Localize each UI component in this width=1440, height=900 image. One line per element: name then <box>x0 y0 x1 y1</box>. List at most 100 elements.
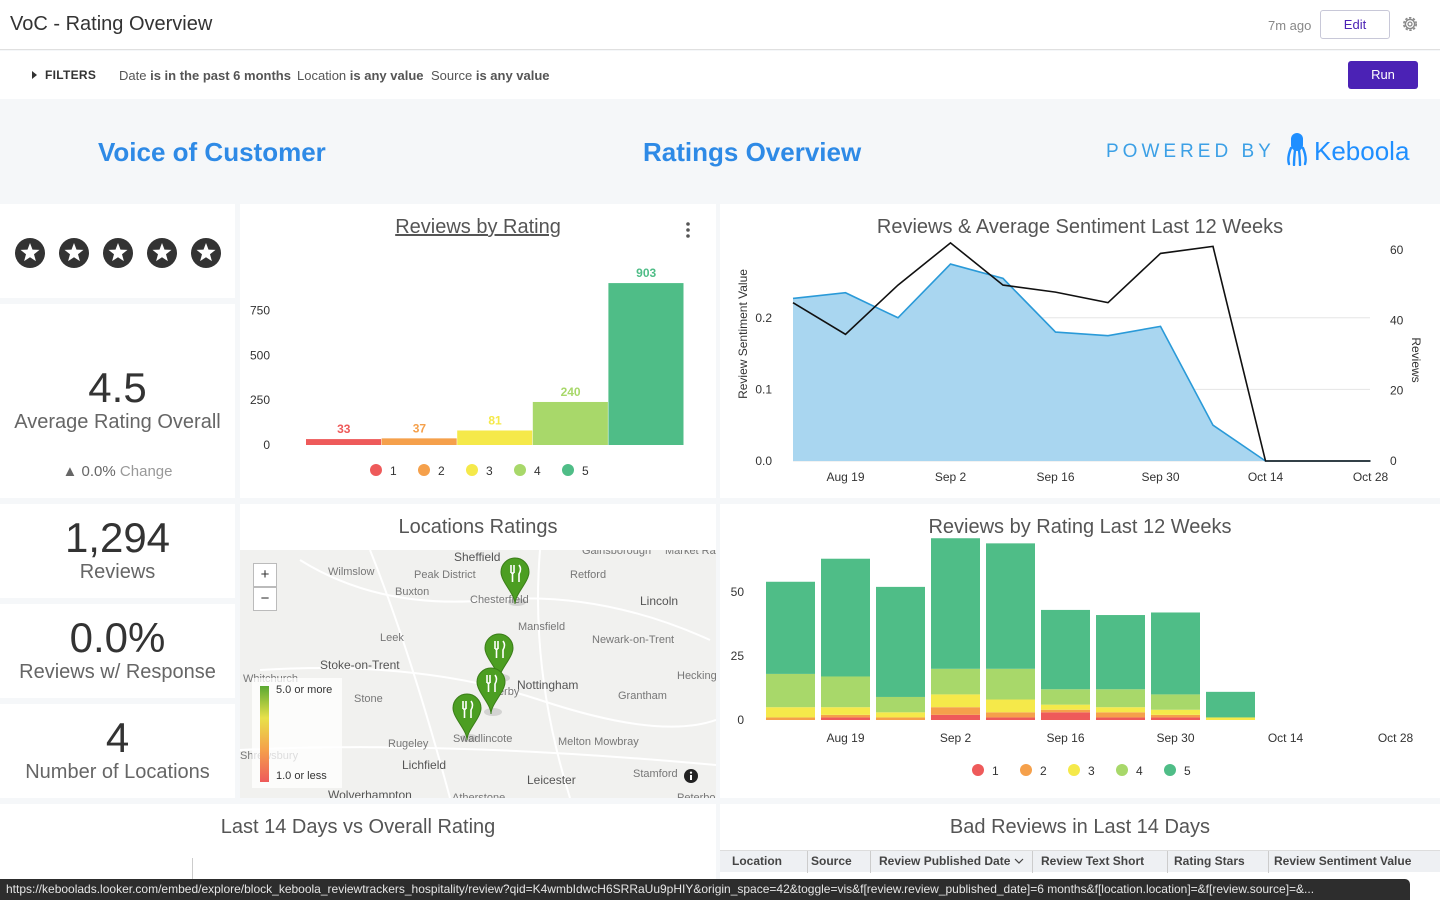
map-place-label: Grantham <box>618 690 667 702</box>
info-icon[interactable] <box>683 768 699 784</box>
col-review-text[interactable]: Review Text Short <box>1041 854 1145 868</box>
zoom-out-button[interactable]: − <box>253 587 277 611</box>
legend-dot[interactable] <box>1164 764 1176 776</box>
map-place-label: Buxton <box>395 586 430 598</box>
stacked-bar-segment[interactable] <box>821 707 870 715</box>
more-options-icon[interactable] <box>684 220 692 240</box>
run-button[interactable]: Run <box>1348 61 1418 89</box>
stacked-bar-segment[interactable] <box>1041 712 1090 720</box>
stacked-bar-segment[interactable] <box>1096 689 1145 708</box>
stacked-bar-segment[interactable] <box>931 694 980 708</box>
edit-button[interactable]: Edit <box>1320 10 1390 39</box>
y-right-label: Reviews <box>1409 337 1423 382</box>
legend-dot[interactable] <box>514 464 526 476</box>
legend-dot[interactable] <box>562 464 574 476</box>
stacked-bar-segment[interactable] <box>986 717 1035 720</box>
stacked-bar-segment[interactable] <box>1041 689 1090 705</box>
stacked-bar-segment[interactable] <box>931 538 980 669</box>
map-place-label: Newark-on-Trent <box>592 634 675 646</box>
legend-dot[interactable] <box>1020 764 1032 776</box>
stacked-bar-segment[interactable] <box>1206 717 1255 720</box>
gear-icon[interactable] <box>1400 14 1420 34</box>
map-legend: 5.0 or more 1.0 or less <box>252 678 342 788</box>
stacked-bar-segment[interactable] <box>1151 612 1200 695</box>
stacked-bar-segment[interactable] <box>986 699 1035 713</box>
x-tick-label: Sep 2 <box>935 470 967 484</box>
filter-location[interactable]: Location is any value <box>297 68 424 83</box>
x-tick-label: Aug 19 <box>826 470 864 484</box>
legend-dot[interactable] <box>972 764 984 776</box>
col-published-date[interactable]: Review Published Date <box>879 854 1024 872</box>
zoom-in-button[interactable]: + <box>253 563 277 587</box>
legend-dot[interactable] <box>370 464 382 476</box>
y-tick-label: 750 <box>250 304 270 318</box>
stacked-bar-segment[interactable] <box>821 676 870 708</box>
stacked-bar-segment[interactable] <box>1151 714 1200 718</box>
location-pin-icon[interactable] <box>500 557 530 606</box>
stacked-bar-segment[interactable] <box>931 668 980 695</box>
stacked-bar-segment[interactable] <box>931 714 980 720</box>
last14-title: Last 14 Days vs Overall Rating <box>220 816 496 838</box>
stacked-bar-segment[interactable] <box>766 673 815 708</box>
stacked-bar-segment[interactable] <box>1096 717 1145 720</box>
stacked-bar-segment[interactable] <box>821 714 870 718</box>
stacked-bar-segment[interactable] <box>1096 707 1145 713</box>
stacked-bar-segment[interactable] <box>1041 709 1090 713</box>
stacked-bar-segment[interactable] <box>876 712 925 718</box>
stacked-bar-segment[interactable] <box>1041 704 1090 710</box>
location-pin-icon[interactable] <box>476 667 506 716</box>
stacked-bar-segment[interactable] <box>876 586 925 697</box>
map-pins <box>452 557 530 742</box>
locations-count-label: Number of Locations <box>25 761 210 783</box>
stacked-bar-segment[interactable] <box>931 707 980 715</box>
stacked-bar-segment[interactable] <box>766 581 815 674</box>
stacked-bar-segment[interactable] <box>821 717 870 720</box>
stacked-bar-segment[interactable] <box>1041 609 1090 690</box>
reviews-line[interactable] <box>792 241 1371 462</box>
legend-dot[interactable] <box>1068 764 1080 776</box>
locations-map[interactable]: Sheffield Wilmslow Peak District Buxton Ches… <box>240 550 716 798</box>
rating-stars <box>15 238 221 268</box>
stacked-bar-segment[interactable] <box>1096 712 1145 718</box>
x-tick-label: Oct 28 <box>1353 470 1389 484</box>
stacked-bar-segment[interactable] <box>766 717 815 720</box>
map-place-label: Lincoln <box>640 594 679 608</box>
stacked-bar-segment[interactable] <box>821 558 870 677</box>
bar[interactable] <box>532 401 608 445</box>
legend-dot[interactable] <box>1116 764 1128 776</box>
col-location[interactable]: Location <box>732 854 782 868</box>
stacked-bar-segment[interactable] <box>766 707 815 718</box>
location-pin-icon[interactable] <box>452 693 482 742</box>
locations-count-value: 4 <box>105 714 130 761</box>
bar[interactable] <box>457 430 533 445</box>
stacked-bar-segment[interactable] <box>876 717 925 720</box>
response-value: 0.0% <box>69 614 166 661</box>
stacked-bar-segment[interactable] <box>1151 717 1200 720</box>
response-tile: 0.0% Reviews w/ Response <box>0 604 235 698</box>
sentiment-tile: Reviews & Average Sentiment Last 12 Week… <box>720 204 1440 498</box>
col-source[interactable]: Source <box>811 854 852 868</box>
filter-date[interactable]: Date is in the past 6 months <box>119 68 291 83</box>
filter-source[interactable]: Source is any value <box>431 68 550 83</box>
stacked-bar-segment[interactable] <box>986 712 1035 718</box>
stacked-bar-segment[interactable] <box>876 696 925 713</box>
data-label: 33 <box>337 422 351 436</box>
bar[interactable] <box>381 438 457 445</box>
col-sentiment[interactable]: Review Sentiment Value <box>1274 854 1412 868</box>
stacked-bar-segment[interactable] <box>986 543 1035 669</box>
stacked-bar-segment[interactable] <box>1096 615 1145 690</box>
stacked-bar-segment[interactable] <box>1206 691 1255 718</box>
stacked-bar-segment[interactable] <box>986 668 1035 700</box>
legend-dot[interactable] <box>466 464 478 476</box>
bar[interactable] <box>306 439 382 445</box>
stacked-bar-segment[interactable] <box>1151 709 1200 715</box>
filters-toggle[interactable]: FILTERS <box>32 68 96 82</box>
banner-left-title: Voice of Customer <box>98 137 326 167</box>
col-rating-stars[interactable]: Rating Stars <box>1174 854 1245 868</box>
y-tick-label: 250 <box>250 393 270 407</box>
reviews-by-rating-title[interactable]: Reviews by Rating <box>395 216 561 238</box>
stacked-bar-segment[interactable] <box>1151 694 1200 710</box>
bar[interactable] <box>608 283 684 445</box>
legend-dot[interactable] <box>418 464 430 476</box>
reviews-count-value: 1,294 <box>64 514 171 561</box>
